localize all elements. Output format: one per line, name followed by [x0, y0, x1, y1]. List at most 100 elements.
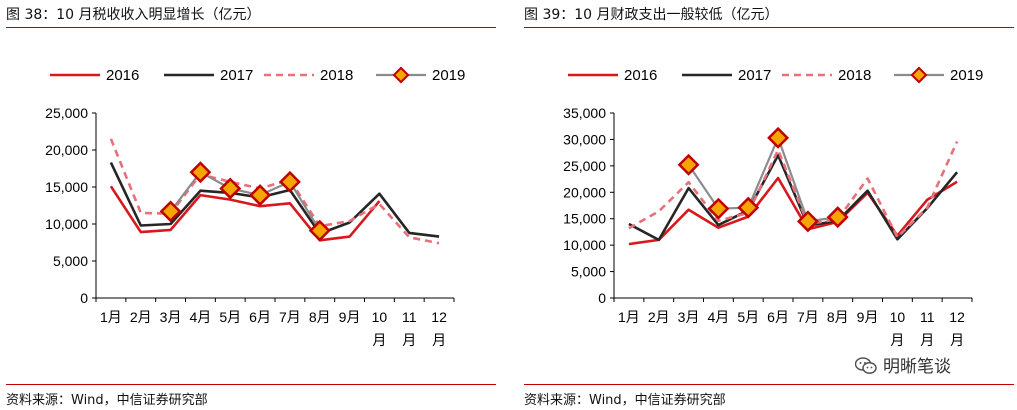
- watermark: 明晰笔谈: [855, 352, 951, 377]
- y-tick-label: 0: [80, 290, 88, 306]
- legend-item-2017: 2017: [164, 67, 253, 84]
- tax-revenue-line-chart: 2016 2017 2018 2019 0 5,000 10,000 15,000 20,000…: [45, 66, 465, 348]
- series-line-2016: [109, 185, 381, 242]
- figure-title: 图 39：10 月财政支出一般较低（亿元）: [524, 7, 779, 23]
- x-tick-label: 12 月: [431, 309, 447, 348]
- legend-item-2018: 2018: [264, 67, 353, 84]
- figure-38-panel: 图 38：10 月税收收入明显增长（亿元） 2016 2017 2018 2019 0 5…: [6, 0, 496, 410]
- y-tick-label: 10,000: [45, 216, 88, 232]
- series-2017: [109, 162, 440, 238]
- figure-title: 图 38：10 月税收收入明显增长（亿元）: [6, 7, 261, 23]
- y-tick-label: 5,000: [53, 253, 88, 269]
- series-line-2019: [169, 171, 321, 232]
- y-tick-label: 20,000: [563, 184, 606, 200]
- series-line-2017: [109, 162, 440, 238]
- series-line-2018: [109, 138, 440, 245]
- y-tick-label: 25,000: [45, 105, 88, 121]
- y-tick-label: 15,000: [45, 179, 88, 195]
- data-point-2019: [796, 210, 819, 233]
- legend-label: 2017: [220, 67, 253, 84]
- x-tick-label: 5月: [737, 309, 759, 325]
- legend-item-2016: 2016: [50, 67, 139, 84]
- legend-label: 2018: [838, 67, 871, 84]
- x-tick-label: 5月: [219, 309, 241, 325]
- legend-diamond-marker: [392, 66, 410, 84]
- x-tick-label: 4月: [190, 309, 212, 325]
- legend-label: 2019: [950, 67, 983, 84]
- data-point-2019: [308, 219, 331, 242]
- x-tick-label: 12 月: [949, 309, 965, 348]
- x-tick-label: 8月: [827, 309, 849, 325]
- y-tick-label: 20,000: [45, 142, 88, 158]
- source-note: 资料来源：Wind，中信证券研究部: [6, 393, 208, 408]
- x-tick-label: 6月: [767, 309, 789, 325]
- y-axis: 0 5,000 10,000 15,000 20,000 25,000 30,000 35,0…: [563, 105, 615, 306]
- x-axis: 1月 2月 3月 4月 5月 6月 7月 8月 9月 10 月 11 月 12 月: [95, 297, 455, 348]
- title-rule: [524, 27, 1014, 28]
- legend-diamond-marker: [910, 66, 928, 84]
- x-tick-label: 10 月: [890, 309, 906, 348]
- data-point-2019: [249, 184, 272, 207]
- x-tick-label: 9月: [339, 309, 361, 325]
- title-rule: [6, 27, 496, 28]
- series-2019: [677, 126, 849, 233]
- legend-item-2018: 2018: [782, 67, 871, 84]
- x-tick-label: 3月: [160, 309, 182, 325]
- x-tick-label: 2月: [648, 309, 670, 325]
- source-note: 资料来源：Wind，中信证券研究部: [524, 393, 726, 408]
- series-2016: [628, 176, 958, 246]
- legend-item-2019: 2019: [894, 66, 983, 84]
- x-tick-label: 4月: [708, 309, 730, 325]
- y-tick-label: 35,000: [563, 105, 606, 121]
- x-tick-label: 6月: [249, 309, 271, 325]
- legend-label: 2019: [432, 67, 465, 84]
- data-point-2019: [677, 153, 700, 176]
- y-tick-label: 25,000: [563, 158, 606, 174]
- y-tick-label: 10,000: [563, 237, 606, 253]
- x-tick-label: 3月: [678, 309, 700, 325]
- data-point-2019: [707, 197, 730, 220]
- source-rule: [6, 384, 496, 385]
- series-line-2016: [628, 176, 958, 246]
- x-tick-label: 9月: [857, 309, 879, 325]
- series-2016: [109, 185, 381, 242]
- x-axis: 1月 2月 3月 4月 5月 6月 7月 8月 9月 10 月 11 月 12 月: [613, 297, 973, 348]
- x-tick-label: 2月: [130, 309, 152, 325]
- data-point-2019: [278, 170, 301, 193]
- legend-item-2017: 2017: [682, 67, 771, 84]
- data-point-2019: [737, 196, 760, 219]
- x-tick-label: 7月: [797, 309, 819, 325]
- x-tick-label: 8月: [309, 309, 331, 325]
- series-2018: [109, 138, 440, 245]
- y-tick-label: 15,000: [563, 211, 606, 227]
- series-line-2018: [628, 140, 959, 239]
- data-point-2019: [219, 177, 242, 200]
- series-2018: [628, 140, 959, 239]
- y-tick-label: 5,000: [571, 264, 606, 280]
- series-2017: [628, 154, 959, 242]
- data-point-2019: [189, 161, 212, 184]
- x-tick-label: 7月: [279, 309, 301, 325]
- x-tick-label: 10 月: [372, 309, 388, 348]
- legend-label: 2018: [320, 67, 353, 84]
- y-tick-label: 30,000: [563, 131, 606, 147]
- series-line-2017: [628, 154, 959, 242]
- legend-item-2016: 2016: [568, 67, 657, 84]
- legend-label: 2016: [106, 67, 139, 84]
- legend-label: 2017: [738, 67, 771, 84]
- x-tick-label: 1月: [100, 309, 122, 325]
- x-tick-label: 1月: [618, 309, 640, 325]
- legend-item-2019: 2019: [376, 66, 465, 84]
- fiscal-expenditure-line-chart: 2016 2017 2018 2019 0 5,000 10,000 15,000 20,000…: [563, 66, 983, 348]
- data-point-2019: [767, 126, 790, 149]
- wechat-icon: [855, 357, 877, 374]
- y-tick-label: 0: [598, 290, 606, 306]
- watermark-text: 明晰笔谈: [883, 357, 951, 377]
- y-axis: 0 5,000 10,000 15,000 20,000 25,000: [45, 105, 97, 306]
- source-rule: [524, 384, 1014, 385]
- data-point-2019: [826, 206, 849, 229]
- x-tick-label: 11 月: [920, 309, 935, 348]
- series-2019: [159, 161, 331, 242]
- figure-39-panel: 图 39：10 月财政支出一般较低（亿元） 2016 2017 2018 2019 0 5…: [524, 0, 1014, 410]
- data-point-2019: [159, 200, 182, 223]
